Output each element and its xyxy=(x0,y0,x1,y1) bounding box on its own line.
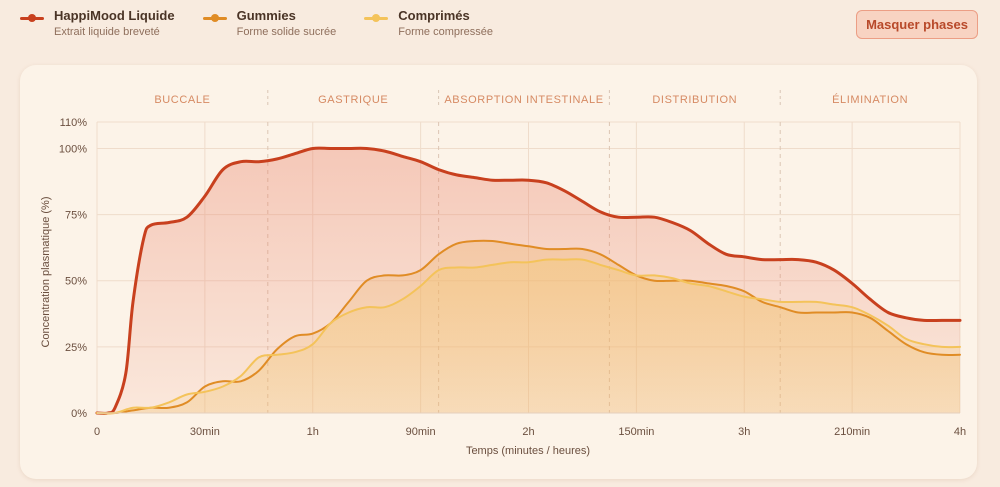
legend-name: HappiMood Liquide xyxy=(54,8,175,23)
y-tick-label: 100% xyxy=(59,143,87,155)
legend-item-comprimes[interactable]: Comprimés Forme compressée xyxy=(364,8,493,40)
legend-subtitle: Forme solide sucrée xyxy=(236,26,337,38)
x-tick-label: 90min xyxy=(406,426,436,438)
series-line-comprimes xyxy=(96,258,961,415)
legend-subtitle: Forme compressée xyxy=(398,26,494,38)
x-tick-label: 1h xyxy=(307,426,319,438)
x-tick-label: 30min xyxy=(190,426,220,438)
y-tick-label: 0% xyxy=(71,408,87,420)
legend-swatch-happimood-liquide xyxy=(20,12,44,24)
series-line-happimood-liquide xyxy=(95,146,962,415)
y-tick-label: 110% xyxy=(60,117,88,129)
x-axis-title: Temps (minutes / heures) xyxy=(466,445,590,457)
chart-legend: HappiMood Liquide Extrait liquide brevet… xyxy=(20,8,493,40)
legend-name: Comprimés xyxy=(398,8,470,23)
x-tick-label: 210min xyxy=(834,426,870,438)
x-tick-label: 3h xyxy=(738,426,750,438)
legend-item-gummies[interactable]: Gummies Forme solide sucrée xyxy=(202,8,337,40)
phase-label: ÉLIMINATION xyxy=(832,93,908,106)
x-tick-label: 4h xyxy=(954,426,966,438)
phase-label: ABSORPTION INTESTINALE xyxy=(444,94,603,106)
x-tick-label: 0 xyxy=(94,426,100,438)
y-tick-label: 25% xyxy=(65,342,87,354)
series-area-comprimes xyxy=(97,259,960,414)
legend-swatch-dot xyxy=(28,14,36,22)
legend-name: Gummies xyxy=(236,8,296,23)
legend-subtitle: Extrait liquide breveté xyxy=(54,26,160,38)
legend-swatch-dot xyxy=(210,14,219,22)
toggle-phases-button[interactable]: Masquer phases xyxy=(856,10,978,39)
legend-item-happimood-liquide[interactable]: HappiMood Liquide Extrait liquide brevet… xyxy=(20,8,175,40)
y-tick-label: 75% xyxy=(65,210,87,222)
series-line-gummies xyxy=(96,239,961,415)
y-axis-title: Concentration plasmatique (%) xyxy=(40,196,52,347)
y-tick-label: 50% xyxy=(65,276,87,288)
legend-swatch-dot xyxy=(372,14,381,22)
phase-label: DISTRIBUTION xyxy=(652,94,737,106)
legend-swatch-gummies xyxy=(202,12,227,24)
phase-label: GASTRIQUE xyxy=(318,94,388,106)
phase-label: BUCCALE xyxy=(154,94,210,106)
legend-swatch-comprimes xyxy=(364,12,389,24)
x-tick-label: 150min xyxy=(618,426,654,438)
x-tick-label: 2h xyxy=(522,426,534,438)
